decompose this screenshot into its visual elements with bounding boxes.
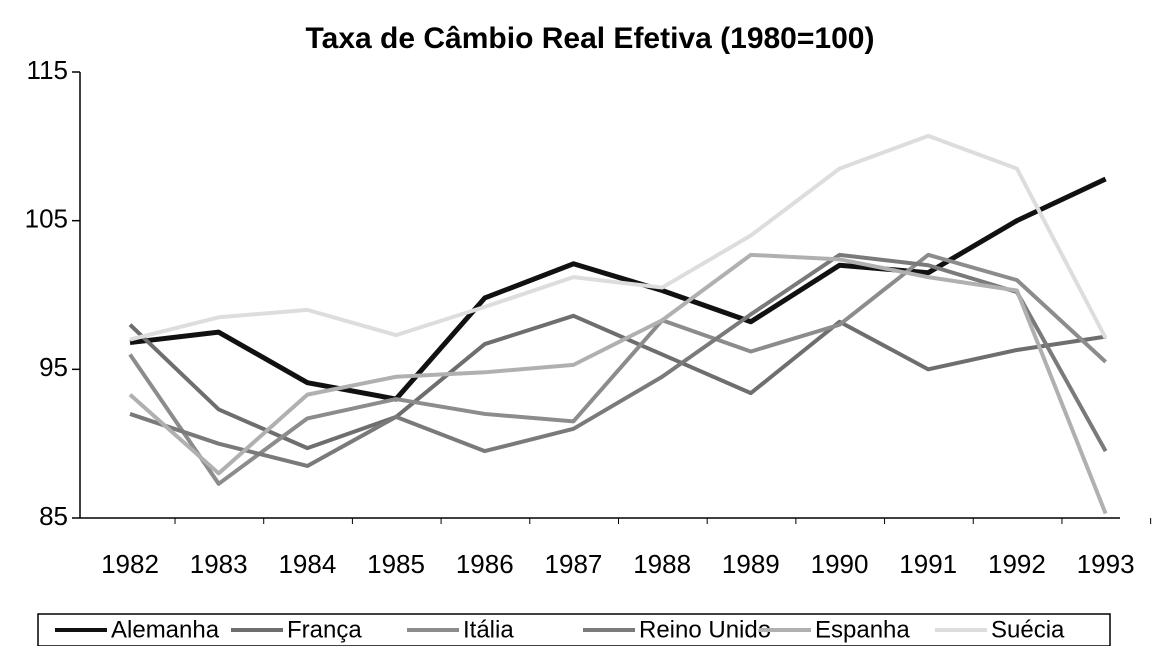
series-line <box>129 133 1108 342</box>
x-tick-label: 1991 <box>899 549 957 579</box>
legend-box <box>37 613 1111 646</box>
legend-label: Alemanha <box>111 616 220 643</box>
x-tick-label: 1984 <box>278 549 336 579</box>
series-line <box>128 252 1107 486</box>
x-tick-label: 1992 <box>988 549 1046 579</box>
x-tick-label: 1988 <box>633 549 691 579</box>
y-tick-label: 105 <box>25 204 68 234</box>
series-line <box>129 252 1108 468</box>
legend-label: Espanha <box>815 616 910 643</box>
series-line <box>128 313 1106 451</box>
series-line <box>129 176 1107 402</box>
legend-label: França <box>287 616 362 643</box>
y-tick-label: 95 <box>39 352 68 382</box>
x-tick-label: 1986 <box>456 549 514 579</box>
x-tick-label: 1982 <box>101 549 159 579</box>
x-tick-label: 1989 <box>722 549 780 579</box>
legend-label: Suécia <box>991 616 1065 643</box>
x-tick-label: 1985 <box>367 549 425 579</box>
y-tick-label: 85 <box>39 501 68 531</box>
legend-label: Reino Unido <box>639 616 771 643</box>
legend-label: Itália <box>463 616 514 643</box>
x-tick-label: 1983 <box>190 549 248 579</box>
chart-title: Taxa de Câmbio Real Efetiva (1980=100) <box>306 22 875 55</box>
series-line <box>128 252 1108 515</box>
y-tick-label: 115 <box>27 55 68 85</box>
x-tick-label: 1990 <box>811 549 869 579</box>
x-tick-label: 1993 <box>1077 549 1135 579</box>
x-tick-label: 1987 <box>545 549 603 579</box>
